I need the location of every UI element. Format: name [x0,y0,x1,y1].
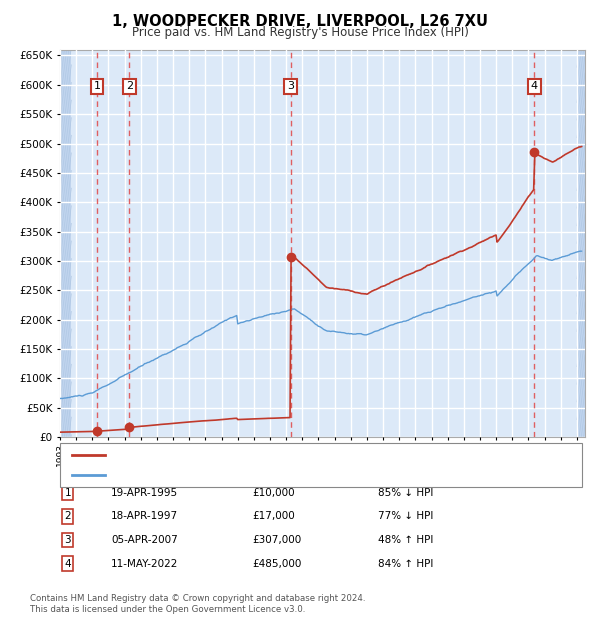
Text: £485,000: £485,000 [252,559,301,569]
Text: 84% ↑ HPI: 84% ↑ HPI [378,559,433,569]
Text: 1: 1 [64,488,71,498]
Text: 1, WOODPECKER DRIVE, LIVERPOOL, L26 7XU: 1, WOODPECKER DRIVE, LIVERPOOL, L26 7XU [112,14,488,29]
Text: 2: 2 [64,512,71,521]
Text: 48% ↑ HPI: 48% ↑ HPI [378,535,433,545]
Text: 19-APR-1995: 19-APR-1995 [111,488,178,498]
Text: £307,000: £307,000 [252,535,301,545]
Text: 3: 3 [287,81,294,91]
Text: 1, WOODPECKER DRIVE, LIVERPOOL, L26 7XU (detached house): 1, WOODPECKER DRIVE, LIVERPOOL, L26 7XU … [111,451,444,461]
Text: 85% ↓ HPI: 85% ↓ HPI [378,488,433,498]
Text: £10,000: £10,000 [252,488,295,498]
Text: 05-APR-2007: 05-APR-2007 [111,535,178,545]
Text: 1: 1 [94,81,101,91]
Text: 4: 4 [531,81,538,91]
Text: £17,000: £17,000 [252,512,295,521]
Text: 3: 3 [64,535,71,545]
Bar [577,50,585,437]
Bar [60,50,71,437]
Text: This data is licensed under the Open Government Licence v3.0.: This data is licensed under the Open Gov… [30,604,305,614]
Text: Price paid vs. HM Land Registry's House Price Index (HPI): Price paid vs. HM Land Registry's House … [131,26,469,39]
Text: 2: 2 [126,81,133,91]
Text: 11-MAY-2022: 11-MAY-2022 [111,559,178,569]
Text: 18-APR-1997: 18-APR-1997 [111,512,178,521]
Text: 4: 4 [64,559,71,569]
Text: 77% ↓ HPI: 77% ↓ HPI [378,512,433,521]
Text: Contains HM Land Registry data © Crown copyright and database right 2024.: Contains HM Land Registry data © Crown c… [30,593,365,603]
Text: HPI: Average price, detached house, Knowsley: HPI: Average price, detached house, Know… [111,469,353,479]
